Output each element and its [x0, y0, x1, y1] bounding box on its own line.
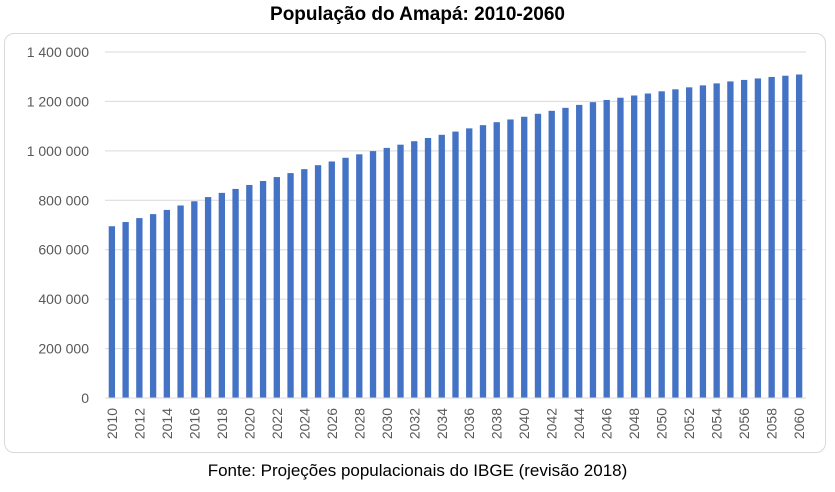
x-tick-label: 2046	[599, 408, 615, 439]
x-tick-label: 2038	[489, 408, 505, 439]
bar-2055	[727, 81, 734, 398]
bar-2038	[493, 122, 500, 398]
bar-2058	[768, 76, 775, 398]
bar-2050	[658, 91, 665, 398]
bar-2015	[177, 205, 184, 398]
bar-2018	[218, 192, 225, 398]
x-tick-label: 2026	[324, 408, 340, 439]
x-tick-label: 2044	[571, 408, 587, 439]
x-tick-label: 2036	[461, 408, 477, 439]
bar-2024	[301, 169, 308, 398]
bar-2026	[328, 161, 335, 398]
x-tick-label: 2034	[434, 408, 450, 439]
bar-2014	[163, 209, 171, 398]
bar-2042	[548, 110, 555, 398]
bar-2032	[411, 141, 418, 398]
bar-2054	[713, 83, 720, 398]
bar-2052	[686, 87, 693, 398]
bar-2012	[136, 218, 143, 398]
y-tick-label: 0	[81, 390, 89, 406]
bar-2056	[740, 79, 748, 399]
x-tick-label: 2024	[296, 408, 312, 439]
bar-2045	[589, 102, 597, 399]
x-tick-label: 2056	[736, 408, 752, 439]
bar-2060	[795, 74, 803, 399]
bar-2031	[397, 144, 404, 398]
x-tick-label: 2020	[241, 408, 257, 439]
x-tick-label: 2040	[516, 408, 532, 439]
x-tick-label: 2014	[159, 408, 175, 439]
bar-2028	[356, 154, 363, 398]
bar-2016	[191, 201, 198, 398]
bar-2025	[314, 165, 322, 398]
x-tick-label: 2042	[544, 408, 560, 439]
x-tick-label: 2048	[626, 408, 642, 439]
bar-2047	[617, 97, 624, 398]
y-tick-label: 1 000 000	[27, 143, 89, 159]
bar-2057	[754, 78, 762, 399]
x-tick-label: 2010	[104, 408, 120, 439]
chart-source: Fonte: Projeções populacionais do IBGE (…	[207, 461, 628, 480]
x-tick-label: 2030	[379, 408, 395, 439]
x-tick-label: 2058	[764, 408, 780, 439]
x-tick-label: 2012	[131, 408, 147, 439]
x-tick-label: 2022	[269, 408, 285, 439]
x-tick-label: 2052	[681, 408, 697, 439]
x-tick-label: 2028	[351, 408, 367, 439]
x-tick-label: 2016	[186, 408, 202, 439]
bar-2022	[273, 177, 280, 398]
bar-2036	[466, 128, 473, 399]
bar-2046	[603, 99, 610, 399]
bar-2051	[672, 89, 679, 398]
bar-2030	[383, 147, 390, 398]
bar-2017	[204, 197, 212, 398]
bar-2020	[246, 184, 253, 398]
x-tick-label: 2018	[214, 408, 230, 439]
bar-2029	[369, 151, 377, 398]
bar-2041	[534, 113, 542, 399]
x-tick-label: 2054	[709, 408, 725, 439]
bar-2037	[479, 125, 487, 398]
y-tick-label: 800 000	[38, 192, 89, 208]
bar-2027	[342, 157, 349, 398]
y-tick-label: 600 000	[38, 242, 89, 258]
bar-2033	[424, 138, 432, 398]
x-tick-label: 2060	[791, 408, 807, 439]
bar-2053	[699, 85, 707, 398]
bar-2039	[507, 119, 514, 398]
bar-2034	[438, 134, 445, 399]
x-tick-label: 2050	[654, 408, 670, 439]
bar-2043	[562, 107, 569, 399]
bar-2023	[287, 173, 294, 398]
y-tick-label: 200 000	[38, 341, 89, 357]
bar-2011	[122, 222, 129, 398]
bar-2010	[108, 226, 116, 398]
bar-2044	[576, 104, 583, 398]
x-tick-label: 2032	[406, 408, 422, 439]
bar-2021	[259, 181, 267, 398]
y-tick-label: 1 400 000	[27, 44, 89, 60]
chart-title: População do Amapá: 2010-2060	[270, 4, 565, 25]
y-tick-label: 400 000	[38, 291, 89, 307]
bar-2013	[149, 214, 157, 398]
y-tick-label: 1 200 000	[27, 93, 89, 109]
bar-2040	[521, 116, 528, 398]
bar-2019	[232, 188, 239, 398]
bar-2048	[631, 95, 638, 399]
bar-2035	[452, 131, 459, 398]
bar-2049	[644, 93, 652, 399]
bar-2059	[782, 75, 789, 399]
